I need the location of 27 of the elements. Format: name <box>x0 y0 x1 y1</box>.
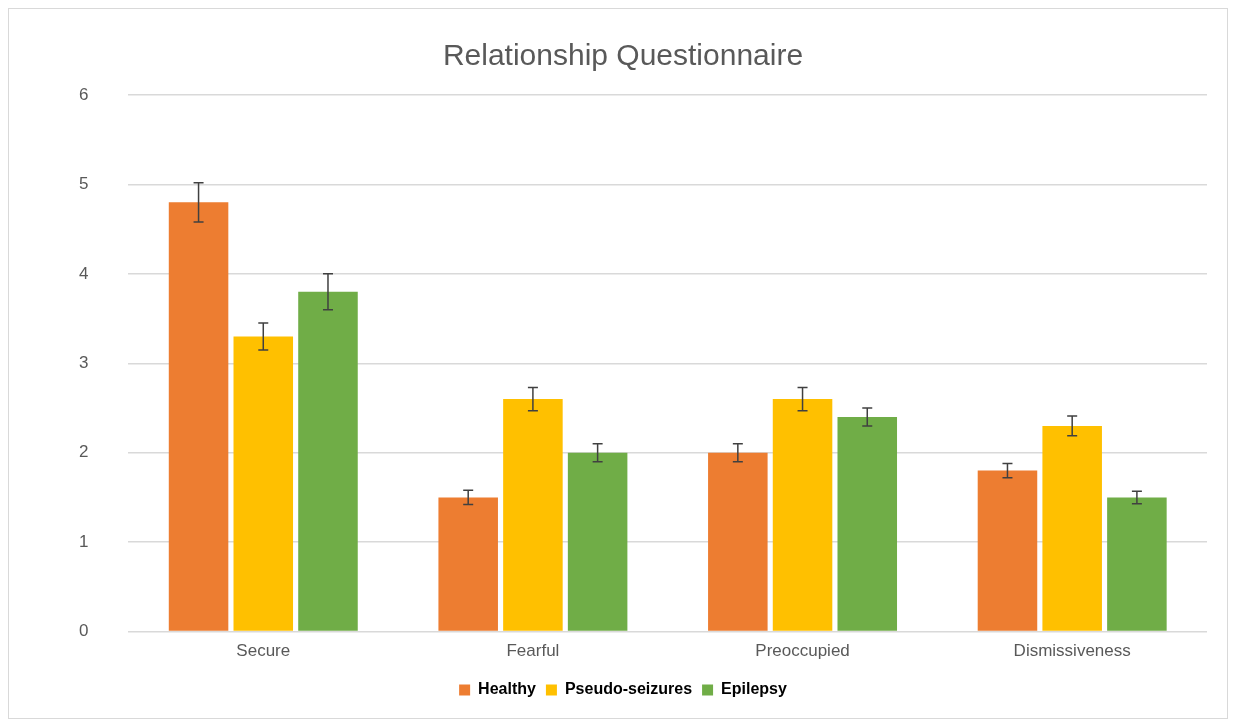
bar <box>567 452 628 631</box>
legend-label: Epilepsy <box>721 680 787 698</box>
bar <box>438 497 498 631</box>
bar <box>977 470 1038 631</box>
y-tick-label: 3 <box>78 352 89 372</box>
legend-label: Healthy <box>478 680 537 698</box>
y-tick-label: 6 <box>78 84 89 104</box>
y-tick-label: 1 <box>78 531 89 551</box>
bar <box>1107 497 1167 631</box>
y-tick-label: 4 <box>78 263 89 283</box>
y-tick-label: 2 <box>78 442 89 462</box>
legend-label: Pseudo-seizures <box>564 680 693 698</box>
bar <box>168 202 229 631</box>
x-tick-label: Dismissiveness <box>1013 641 1131 661</box>
y-tick-label: 5 <box>78 174 89 194</box>
bar <box>233 336 294 631</box>
x-tick-label: Secure <box>236 641 291 661</box>
x-tick-label: Preoccupied <box>755 641 850 661</box>
bar <box>298 291 358 631</box>
bar <box>772 399 833 631</box>
bar <box>837 416 898 631</box>
bar <box>1042 425 1102 631</box>
chart-title: Relationship Questionnaire <box>442 38 804 72</box>
bar <box>503 399 563 631</box>
bar <box>708 452 768 631</box>
x-tick-label: Fearful <box>506 641 560 661</box>
y-tick-label: 0 <box>78 621 89 641</box>
